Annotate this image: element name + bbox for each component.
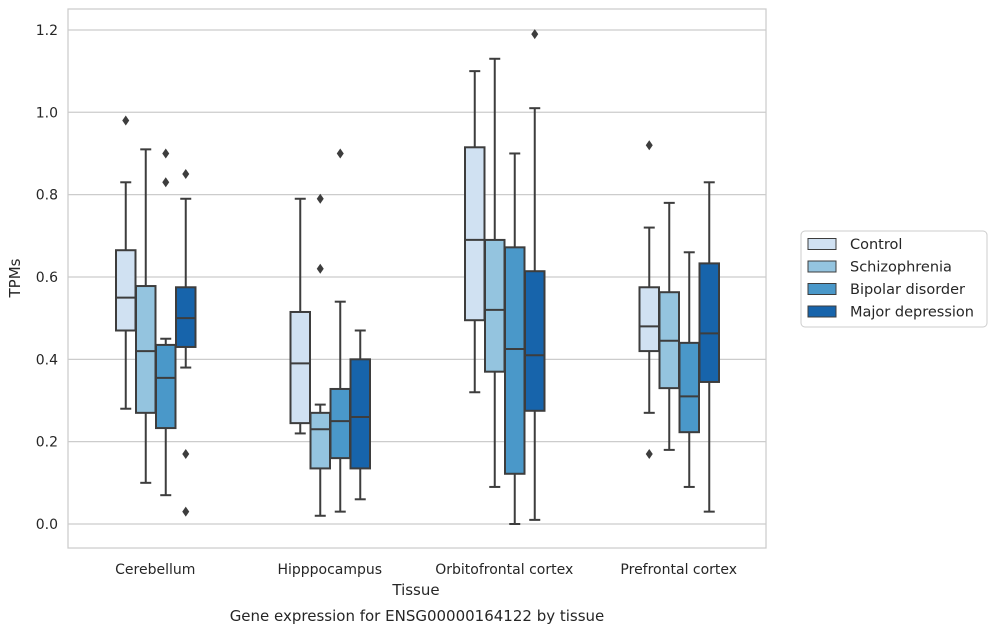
box-body xyxy=(329,387,351,460)
plot-frame xyxy=(67,8,767,549)
box-layer xyxy=(115,29,720,525)
outlier-point xyxy=(122,115,130,126)
box-body xyxy=(349,358,371,470)
y-tick-label: 0.2 xyxy=(36,435,58,451)
legend-label: Bipolar disorder xyxy=(850,282,965,298)
y-tick-label: 0.4 xyxy=(36,352,58,368)
y-tick-label: 0.6 xyxy=(36,270,58,286)
outlier-point xyxy=(316,193,324,204)
box-body xyxy=(289,310,311,425)
outlier-point xyxy=(182,506,190,517)
box-body xyxy=(524,270,546,412)
box-bipolar-disorder xyxy=(155,148,177,497)
x-tick-label: Cerebellum xyxy=(115,562,195,578)
y-tick-label: 1.0 xyxy=(36,105,58,121)
legend-swatch xyxy=(807,283,837,295)
box-schizophrenia xyxy=(309,193,331,517)
y-tick-label: 0.0 xyxy=(36,517,58,533)
box-schizophrenia xyxy=(658,201,680,451)
outlier-point xyxy=(645,449,653,460)
box-body xyxy=(135,285,157,414)
x-tick-label: Hipppocampus xyxy=(277,562,382,578)
x-tick-labels: Cerebellum Hipppocampus Orbitofrontal cort… xyxy=(115,562,737,578)
box-bipolar-disorder xyxy=(504,152,526,525)
legend-label: Major depression xyxy=(850,305,974,321)
legend-swatch xyxy=(807,238,837,250)
box-control xyxy=(289,197,311,435)
y-tick-label: 1.2 xyxy=(36,23,58,39)
legend-frame xyxy=(800,230,988,328)
outlier-point xyxy=(182,449,190,460)
legend-label: Control xyxy=(850,237,902,253)
box-bipolar-disorder xyxy=(329,148,351,513)
box-control xyxy=(638,140,660,460)
box-body xyxy=(698,262,720,383)
legend-swatch xyxy=(807,305,837,318)
outlier-point xyxy=(162,148,170,159)
legend-swatch xyxy=(807,260,837,273)
grid-layer xyxy=(68,29,766,525)
box-major-depression xyxy=(698,181,720,513)
box-body xyxy=(484,238,506,373)
legend-label: Schizophrenia xyxy=(850,260,952,276)
box-major-depression xyxy=(524,29,546,521)
outlier-point xyxy=(531,29,539,40)
box-body xyxy=(678,341,700,434)
x-tick-label: Orbitofrontal cortex xyxy=(435,562,573,578)
box-control xyxy=(464,70,486,394)
y-tick-label: 0.8 xyxy=(36,188,58,204)
outlier-point xyxy=(182,169,190,180)
box-body xyxy=(464,146,486,322)
box-body xyxy=(309,411,331,470)
outlier-point xyxy=(162,177,170,188)
y-axis-label: TPMs xyxy=(6,258,24,298)
outlier-point xyxy=(645,140,653,151)
legend: Control Schizophrenia Bipolar disorder Majo… xyxy=(800,230,988,328)
box-body xyxy=(155,343,177,430)
figure-caption: Gene expression for ENSG00000164122 by t… xyxy=(230,607,605,625)
x-axis-label: Tissue xyxy=(391,581,439,599)
box-major-depression xyxy=(349,329,371,501)
box-schizophrenia xyxy=(135,148,157,484)
box-bipolar-disorder xyxy=(678,251,700,488)
box-control xyxy=(115,115,137,410)
box-body xyxy=(175,286,197,348)
box-major-depression xyxy=(175,169,197,517)
outlier-point xyxy=(336,148,344,159)
box-body xyxy=(638,286,660,353)
box-schizophrenia xyxy=(484,57,506,488)
box-body xyxy=(115,249,137,332)
outlier-point xyxy=(316,263,324,274)
x-tick-label: Prefrontal cortex xyxy=(620,562,737,578)
y-tick-labels: 0.0 0.2 0.4 0.6 0.8 1.0 1.2 xyxy=(36,23,58,533)
box-body xyxy=(504,246,526,475)
